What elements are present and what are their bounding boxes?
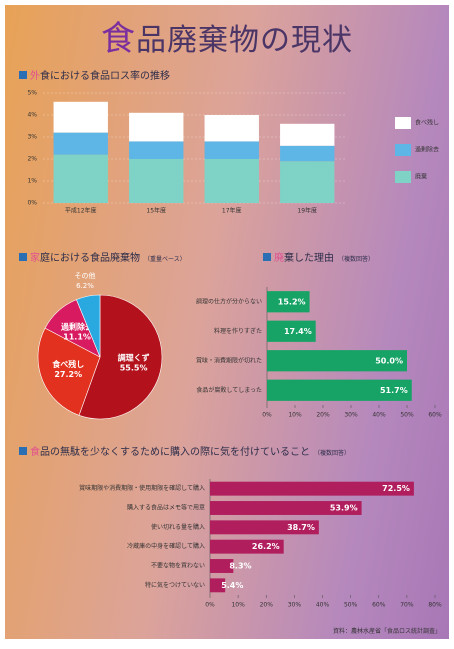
chart-title: 廃棄した理由 <box>274 249 334 264</box>
source-note: 資料：農林水産省「食品ロス統計調査」 <box>333 626 441 635</box>
y-tick-label: 0% <box>27 200 37 207</box>
x-tick-label: 30% <box>288 602 302 609</box>
x-tick-label: 10% <box>231 602 245 609</box>
x-tick-label: 平成12年度 <box>65 207 97 215</box>
category-label: 購入する食品はメモ等で用意 <box>127 504 205 512</box>
chart-subtitle: （複数回答） <box>338 256 374 263</box>
bar-segment <box>129 159 183 203</box>
bar-segment <box>205 115 259 141</box>
value-label: 8.3% <box>229 562 251 571</box>
legend-label: 過剰除去 <box>415 146 439 154</box>
legend-swatch <box>395 117 411 129</box>
bar-segment <box>205 141 259 159</box>
chart-title: 外食における食品ロス率の推移 <box>30 67 170 82</box>
legend-swatch <box>395 144 411 156</box>
main-title: 食品廃棄物の現状 <box>5 11 449 60</box>
x-tick-label: 30% <box>344 412 358 419</box>
y-tick-label: 2% <box>27 156 37 163</box>
x-tick-label: 60% <box>372 602 386 609</box>
value-label: 5.4% <box>221 581 243 590</box>
x-tick-label: 80% <box>428 602 442 609</box>
x-tick-label: 15年度 <box>146 207 166 215</box>
bar-segment <box>129 113 183 142</box>
value-label: 15.2% <box>278 297 306 306</box>
value-label: 51.7% <box>380 386 408 395</box>
bar-segment <box>205 159 259 203</box>
value-label: 53.9% <box>330 504 358 513</box>
x-tick-label: 19年度 <box>297 207 317 215</box>
value-label: 38.7% <box>287 523 315 532</box>
category-label: 使い切れる量を購入 <box>151 523 205 531</box>
category-label: 食品が腐敗してしまった <box>196 386 262 394</box>
bar-segment <box>129 141 183 159</box>
chart-title: 食品の無駄を少なくするために購入の際に気を付けていること <box>30 443 310 458</box>
y-tick-label: 3% <box>27 134 37 141</box>
y-tick-label: 1% <box>27 178 37 185</box>
category-label: 料理を作りすぎた <box>214 327 262 335</box>
bar-segment <box>54 155 108 203</box>
x-tick-label: 17年度 <box>222 207 242 215</box>
x-tick-label: 0% <box>205 602 215 609</box>
x-tick-label: 10% <box>288 412 302 419</box>
category-label: 調理の仕方が分からない <box>196 297 262 305</box>
y-tick-label: 4% <box>27 112 37 119</box>
y-tick-label: 5% <box>27 90 37 97</box>
bar-segment <box>54 102 108 133</box>
x-tick-label: 40% <box>316 602 330 609</box>
x-tick-label: 50% <box>344 602 358 609</box>
section-header: 家庭における食品廃棄物 （重量ベース） <box>19 249 186 264</box>
legend-label: 廃棄 <box>415 173 427 181</box>
chart-subtitle: （重量ベース） <box>144 256 186 263</box>
legend-label: 食べ残し <box>415 119 439 127</box>
slice-label: 調理くず <box>118 352 150 362</box>
slice-value: 11.1% <box>63 332 91 341</box>
bar-segment <box>280 146 334 161</box>
bar-segment <box>54 133 108 155</box>
x-tick-label: 50% <box>400 412 414 419</box>
value-label: 26.2% <box>252 542 280 551</box>
category-label: 賞味・消費期限が切れた <box>196 356 262 364</box>
bar-segment <box>280 161 334 203</box>
slice-label: その他 <box>74 271 95 280</box>
x-tick-label: 70% <box>400 602 414 609</box>
value-label: 50.0% <box>375 356 403 365</box>
category-label: 冷蔵庫の中身を確認して購入 <box>127 542 205 550</box>
category-label: 賞味期限や消費期限・使用期限を確認して購入 <box>79 484 205 492</box>
x-tick-label: 20% <box>316 412 330 419</box>
slice-value: 55.5% <box>120 363 148 372</box>
value-label: 17.4% <box>284 327 312 336</box>
chart-title: 家庭における食品廃棄物 <box>30 249 140 264</box>
category-label: 特に気をつけていない <box>145 581 205 589</box>
slice-label: 食べ残し <box>52 359 84 369</box>
x-tick-label: 20% <box>260 602 274 609</box>
slice-value: 27.2% <box>54 370 82 379</box>
bar-segment <box>280 124 334 146</box>
slice-value: 6.2% <box>76 282 94 290</box>
value-label: 72.5% <box>382 484 410 493</box>
legend-swatch <box>395 171 411 183</box>
section-header: 食品の無駄を少なくするために購入の際に気を付けていること （複数回答） <box>19 443 350 458</box>
category-label: 不要な物を買わない <box>151 562 205 570</box>
x-tick-label: 60% <box>428 412 442 419</box>
section-header: 外食における食品ロス率の推移 <box>19 67 170 82</box>
section-header: 廃棄した理由 （複数回答） <box>263 249 374 264</box>
chart-subtitle: （複数回答） <box>314 450 350 457</box>
x-tick-label: 40% <box>372 412 386 419</box>
x-tick-label: 0% <box>262 412 272 419</box>
